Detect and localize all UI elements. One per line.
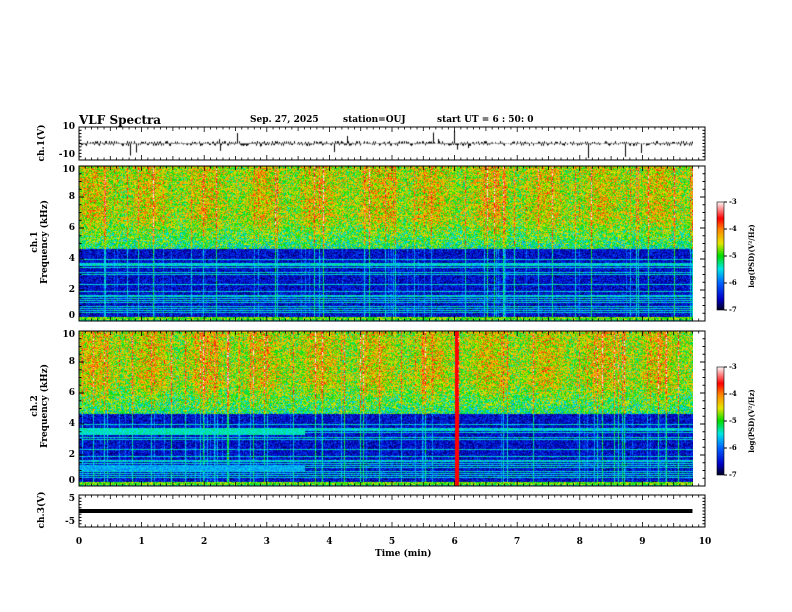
x-tick-label: 7	[514, 537, 521, 547]
y-tick-label: 8	[68, 191, 75, 202]
colorbar-tick-label: -4	[729, 224, 737, 233]
colorbar-tick-label: -6	[729, 443, 737, 452]
ch2-spectrogram	[79, 331, 693, 486]
x-tick-label: 0	[75, 537, 83, 547]
ch2-spectrogram-ylabel: ch.2 Frequency (kHz)	[30, 364, 50, 449]
ch1-waveform-trace	[79, 127, 693, 160]
colorbar-label: log(PSD)(V²/Hz)	[747, 389, 756, 453]
y-tick-label: 4	[68, 418, 75, 429]
y-tick-label: 10	[62, 121, 75, 132]
colorbar-tick-label: -3	[729, 197, 737, 206]
y-tick-label: 10	[62, 330, 75, 340]
colorbar-tick-label: -5	[729, 416, 737, 425]
panel-frame	[78, 165, 706, 322]
colorbar-frame	[716, 366, 725, 476]
colorbar-tick-label: -6	[729, 278, 737, 287]
y-tick-label: 6	[68, 387, 75, 398]
ch1-colorbar	[717, 202, 724, 310]
colorbar-tick-label: -7	[729, 305, 737, 314]
y-tick-label: 10	[62, 165, 75, 175]
ch1-ylabel: ch.1(V)	[37, 124, 47, 162]
y-tick-label: -10	[58, 150, 75, 160]
y-tick-label: 0	[68, 476, 75, 486]
station-label: station=OUJ	[343, 115, 406, 125]
ch2-colorbar	[717, 367, 724, 475]
x-tick-label: 2	[201, 537, 208, 547]
x-axis-label: Time (min)	[375, 549, 432, 559]
colorbar-label: log(PSD)(V²/Hz)	[747, 224, 756, 288]
start-ut-label: start UT = 6 : 50: 0	[437, 115, 534, 125]
x-tick-label: 1	[138, 537, 145, 547]
y-tick-label: 2	[68, 284, 75, 295]
figure-title: VLF Spectra	[79, 113, 162, 127]
x-tick-label: 10	[698, 537, 712, 547]
x-tick-label: 4	[326, 537, 333, 547]
ch1-spectrogram	[79, 166, 693, 321]
x-tick-label: 6	[451, 537, 458, 547]
colorbar-tick-label: -3	[729, 362, 737, 371]
colorbar-frame	[716, 201, 725, 311]
colorbar-tick-label: -4	[729, 389, 737, 398]
y-tick-label: -5	[65, 517, 75, 527]
panel-frame	[78, 330, 706, 487]
y-tick-label: 5	[68, 494, 75, 504]
x-tick-label: 8	[576, 537, 583, 547]
y-tick-label: 8	[68, 356, 75, 367]
ch1-spectrogram-ylabel: ch.1 Frequency (kHz)	[30, 200, 50, 285]
y-tick-label: 6	[68, 222, 75, 233]
y-tick-label: 4	[68, 253, 75, 264]
y-tick-label: 2	[68, 449, 75, 460]
colorbar-tick-label: -5	[729, 251, 737, 260]
ch3-ylabel: ch.3(V)	[37, 491, 47, 529]
y-tick-label: 0	[68, 311, 75, 321]
x-tick-label: 9	[639, 537, 646, 547]
colorbar-tick-label: -7	[729, 470, 737, 479]
x-tick-label: 3	[263, 537, 270, 547]
date-label: Sep. 27, 2025	[250, 115, 319, 125]
x-tick-label: 5	[388, 537, 396, 547]
